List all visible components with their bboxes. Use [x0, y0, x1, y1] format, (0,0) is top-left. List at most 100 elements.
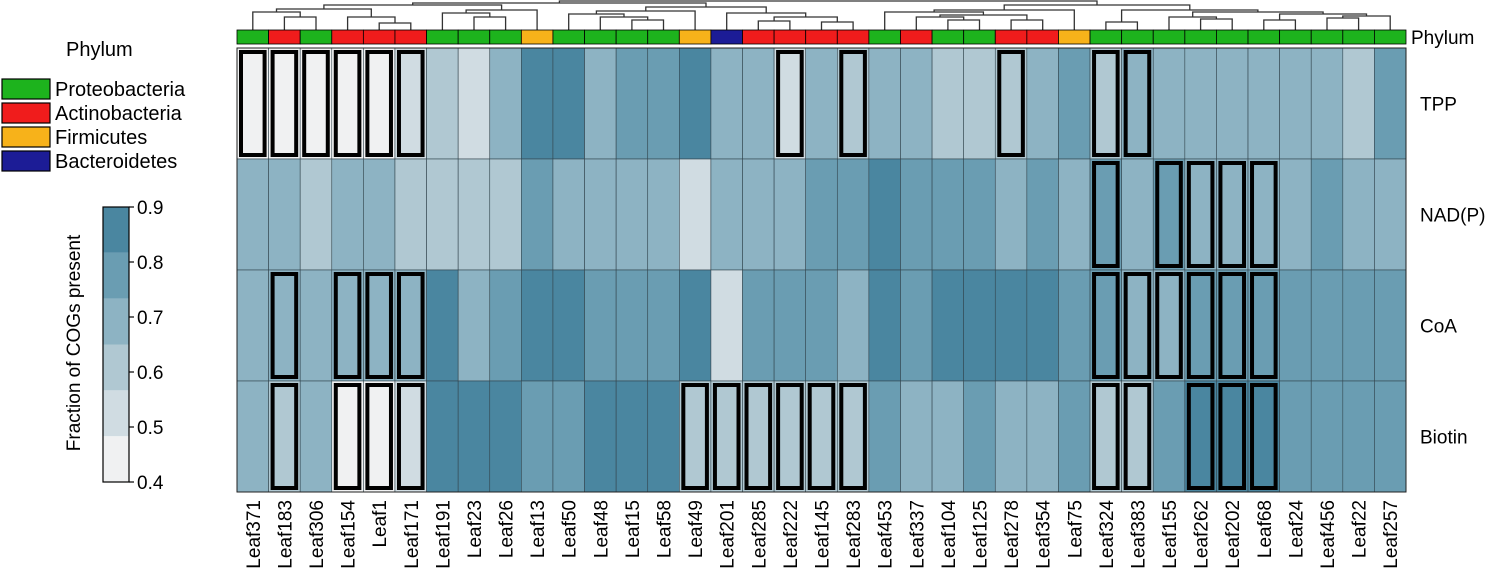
heatmap-cell-NAD(P)-Leaf191	[426, 158, 459, 271]
heatmap-cell-CoA-Leaf453	[868, 269, 901, 382]
heatmap-cell-Biotin-Leaf22	[1342, 380, 1375, 493]
highlight-box-Biotin-Leaf283	[839, 383, 867, 490]
heatmap-cell-TPP-Leaf155	[1152, 47, 1186, 160]
heatmap-cell-Biotin-Leaf354	[1026, 380, 1059, 493]
dendrogram-branch-1	[252, 11, 301, 30]
column-label-Leaf48: Leaf48	[591, 500, 612, 558]
highlight-outlines	[239, 50, 1278, 490]
heatmap-cell-Biotin-Leaf104	[931, 380, 964, 493]
heatmap-cell-TPP-Leaf13	[521, 47, 554, 160]
row-label-NAD(P): NAD(P)	[1420, 206, 1485, 227]
dendrogram-branch-23	[1199, 18, 1233, 30]
column-label-Leaf26: Leaf26	[497, 500, 518, 558]
highlight-box-TPP-Leaf383	[1123, 50, 1152, 157]
column-label-Leaf306: Leaf306	[307, 500, 328, 569]
heatmap-cell-Biotin-Leaf23	[457, 380, 491, 493]
phylum-cell-Leaf26	[489, 29, 522, 45]
highlight-box-TPP-Leaf283	[839, 50, 867, 157]
heatmap-cell-NAD(P)-Leaf371	[236, 158, 269, 271]
legend-swatch-bacteroidetes	[1, 150, 51, 172]
phylum-cell-Leaf24	[1279, 29, 1312, 45]
highlight-box-TPP-Leaf222	[776, 50, 804, 157]
heatmap-cell-NAD(P)-Leaf383	[1121, 158, 1154, 271]
heatmap-cell-TPP-Leaf202	[1216, 47, 1249, 160]
heatmap-cell-NAD(P)-Leaf1	[363, 158, 396, 271]
phylum-cell-Leaf155	[1152, 29, 1186, 45]
phylum-cell-Leaf75	[1058, 29, 1091, 45]
dendrogram-branch-13	[820, 21, 854, 30]
heatmap-cell-NAD(P)-Leaf50	[552, 158, 585, 271]
heatmap-cell-CoA-Leaf354	[1026, 269, 1059, 382]
legend-label-firmicutes: Firmicutes	[55, 127, 147, 149]
phylum-cell-Leaf58	[647, 29, 680, 45]
heatmap-cell-NAD(P)-Leaf283	[836, 158, 870, 271]
phylum-cell-Leaf145	[805, 29, 838, 45]
phylum-cell-Leaf15	[615, 29, 649, 45]
phylum-cell-Leaf337	[900, 29, 933, 45]
dendrogram-branch-12	[757, 20, 791, 30]
dendrogram-branch-34	[1003, 4, 1191, 10]
heatmap-cell-NAD(P)-Leaf183	[268, 158, 301, 271]
dendrogram-branch-8	[631, 19, 665, 30]
highlight-box-CoA-Leaf262	[1186, 272, 1215, 379]
heatmap-cell-Biotin-Leaf24	[1279, 380, 1312, 493]
heatmap-cell-NAD(P)-Leaf22	[1342, 158, 1375, 271]
highlight-box-TPP-Leaf154	[333, 50, 362, 157]
heatmap-cell-Biotin-Leaf456	[1310, 380, 1344, 493]
dendrogram-branch-22	[1105, 21, 1139, 30]
highlight-box-NAD(P)-Leaf155	[1155, 161, 1183, 268]
heatmap-cell-NAD(P)-Leaf171	[394, 158, 427, 271]
phylum-cell-Leaf285	[742, 29, 775, 45]
heatmap-cell-TPP-Leaf50	[552, 47, 585, 160]
phylum-cell-Leaf68	[1247, 29, 1281, 45]
column-label-Leaf337: Leaf337	[907, 500, 928, 569]
phylum-cell-Leaf278	[994, 29, 1028, 45]
legend-label-bacteroidetes: Bacteroidetes	[55, 151, 177, 173]
dendrogram-branch-4	[275, 8, 372, 17]
phylum-cell-Leaf171	[394, 29, 427, 45]
heatmap-cell-TPP-Leaf125	[963, 47, 996, 160]
colorbar-segment-3	[103, 298, 129, 345]
heatmap-cell-TPP-Leaf453	[868, 47, 901, 160]
highlight-box-Biotin-Leaf154	[333, 383, 362, 490]
heatmap-cell-NAD(P)-Leaf125	[963, 158, 996, 271]
heatmap-cell-CoA-Leaf257	[1374, 269, 1407, 382]
heatmap-cell-CoA-Leaf145	[805, 269, 838, 382]
highlight-box-TPP-Leaf1	[365, 50, 393, 157]
phylum-cell-Leaf13	[520, 29, 554, 45]
heatmap-cell-TPP-Leaf15	[615, 47, 649, 160]
heatmap-cell-CoA-Leaf26	[489, 269, 522, 382]
heatmap-cell-NAD(P)-Leaf75	[1058, 158, 1091, 271]
highlight-box-Biotin-Leaf262	[1186, 383, 1215, 490]
column-label-Leaf324: Leaf324	[1097, 500, 1118, 569]
heatmap-grid	[236, 47, 1407, 493]
phylum-cell-Leaf257	[1374, 29, 1407, 45]
phylum-cell-Leaf48	[584, 29, 617, 45]
dendrogram-branch-35	[558, 0, 1098, 5]
highlight-box-CoA-Leaf171	[396, 272, 425, 379]
highlight-box-Biotin-Leaf49	[681, 383, 709, 490]
column-label-Leaf257: Leaf257	[1381, 500, 1402, 569]
heatmap-cell-CoA-Leaf13	[521, 269, 554, 382]
heatmap-cell-TPP-Leaf354	[1026, 47, 1059, 160]
legend-label-proteobacteria: Proteobacteria	[55, 79, 186, 101]
heatmap-cell-Biotin-Leaf306	[299, 380, 333, 493]
heatmap-cell-NAD(P)-Leaf23	[457, 158, 491, 271]
dendrogram-branch-25	[1263, 19, 1297, 30]
row-labels: TPP NAD(P) CoA Biotin	[1420, 95, 1485, 449]
dendrogram-branch-9	[599, 16, 649, 30]
heatmap-cell-Biotin-Leaf257	[1374, 380, 1407, 493]
dendrogram-branch-0	[283, 16, 317, 30]
heatmap-cell-TPP-Leaf104	[931, 47, 964, 160]
heatmap-cell-TPP-Leaf22	[1342, 47, 1375, 160]
column-label-Leaf75: Leaf75	[1065, 500, 1086, 558]
phylum-cell-Leaf23	[457, 29, 491, 45]
highlight-box-Biotin-Leaf201	[712, 383, 741, 490]
heatmap-cell-TPP-Leaf68	[1247, 47, 1280, 160]
phylum-bar-label: Phylum	[1411, 28, 1474, 49]
phylum-cell-Leaf104	[931, 29, 965, 45]
phylum-cell-Leaf202	[1216, 29, 1249, 45]
phylum-annotation-bar	[236, 29, 1407, 45]
heatmap-cell-CoA-Leaf104	[931, 269, 964, 382]
phylum-cell-Leaf283	[836, 29, 870, 45]
